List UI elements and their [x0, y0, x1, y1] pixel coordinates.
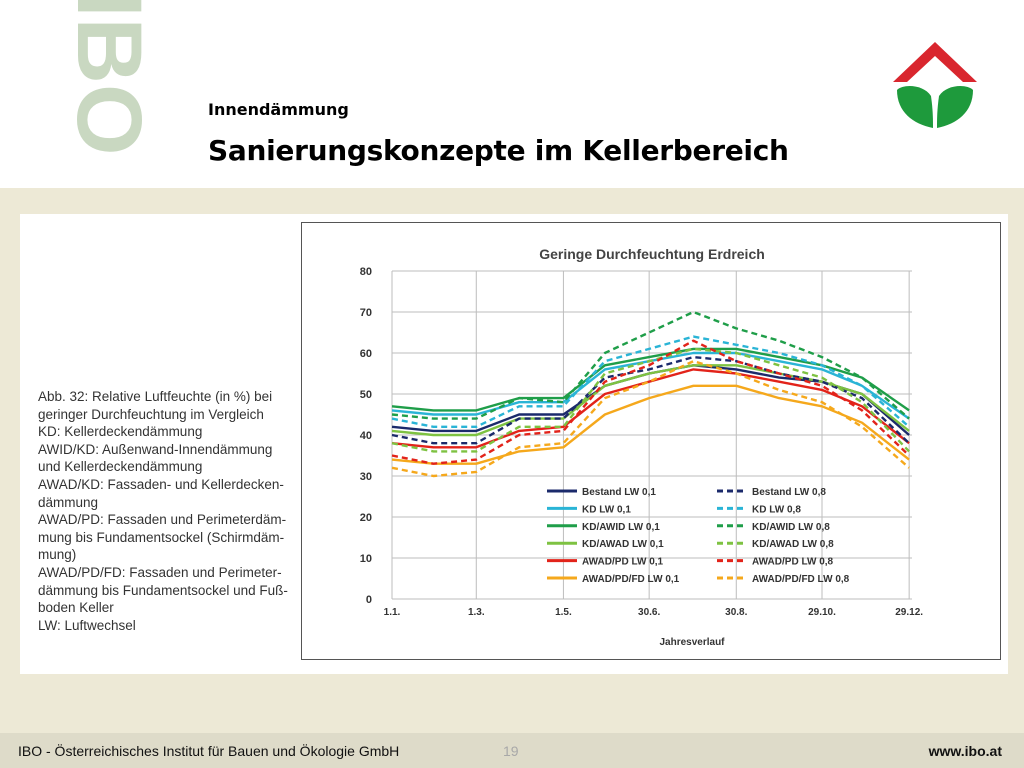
y-tick-label: 60: [360, 348, 372, 360]
caption-line: AWID/KD: Außenwand-Innendämmung: [38, 441, 273, 457]
series-line: [391, 368, 910, 449]
website-link[interactable]: www.ibo.at: [928, 743, 1002, 759]
x-tick-label: 1.3.: [468, 607, 485, 618]
legend-label: AWAD/PD LW 0,8: [752, 557, 834, 568]
y-tick-label: 30: [360, 471, 372, 483]
x-tick-label: 29.12.: [895, 607, 923, 618]
chart-title: Geringe Durchfeuchtung Erdreich: [539, 246, 765, 262]
x-tick-label: 1.1.: [384, 607, 401, 618]
series-line: [391, 347, 910, 453]
legend-label: Bestand LW 0,8: [752, 487, 826, 498]
page-number: 19: [503, 743, 519, 759]
series-line: [391, 335, 910, 429]
series-line: [391, 384, 910, 465]
x-tick-label: 1.5.: [555, 607, 572, 618]
legend-label: AWAD/PD LW 0,1: [582, 557, 664, 568]
caption-line: dämmung bis Fundamentsockel und Fuß-: [38, 582, 288, 598]
caption-line: und Kellerdeckendämmung: [38, 459, 203, 475]
legend-label: AWAD/PD/FD LW 0,1: [582, 574, 680, 585]
series-line: [391, 310, 910, 420]
watermark-text: IBO: [58, 0, 160, 156]
legend-label: KD LW 0,1: [582, 504, 631, 515]
legend-label: KD/AWID LW 0,1: [582, 522, 660, 533]
legend-label: KD LW 0,8: [752, 504, 801, 515]
y-tick-label: 40: [360, 430, 372, 442]
caption-line: AWAD/KD: Fassaden- und Kellerdecken-: [38, 476, 284, 492]
y-tick-label: 10: [360, 553, 372, 565]
legend-label: AWAD/PD/FD LW 0,8: [752, 574, 850, 585]
caption-line: AWAD/PD/FD: Fassaden und Perimeter-: [38, 564, 282, 580]
slide-header: IBO Innendämmung Sanierungskonzepte im K…: [0, 0, 1024, 188]
series-line: [391, 347, 910, 412]
legend-label: KD/AWID LW 0,8: [752, 522, 830, 533]
caption-line: mung bis Fundamentsockel (Schirmdäm-: [38, 529, 285, 545]
slide-footer: IBO - Österreichisches Institut für Baue…: [0, 733, 1024, 768]
caption-line: AWAD/PD: Fassaden und Perimeterdäm-: [38, 512, 287, 528]
logo-leaf-left-icon: [897, 86, 933, 128]
legend-label: KD/AWAD LW 0,1: [582, 539, 664, 550]
series-line: [391, 339, 910, 465]
x-axis-label: Jahresverlauf: [659, 637, 725, 648]
caption-line: dämmung: [38, 494, 99, 510]
legend-label: KD/AWAD LW 0,8: [752, 539, 834, 550]
y-tick-label: 50: [360, 389, 372, 401]
slide-subtitle: Innendämmung: [208, 100, 349, 119]
y-tick-label: 0: [366, 594, 372, 606]
slide-title: Sanierungskonzepte im Kellerbereich: [208, 134, 789, 167]
legend-label: Bestand LW 0,1: [582, 487, 656, 498]
humidity-chart: 0 10 20 30 40 50 60 70 80 1.1. 1.3. 1.5. 30.6. 30.8. 2…: [301, 222, 1001, 660]
series-line: [391, 355, 910, 445]
chart-svg: 0 10 20 30 40 50 60 70 80 1.1. 1.3. 1.5. 30.6. 30.8. 2…: [360, 246, 924, 648]
x-tick-label: 29.10.: [808, 607, 836, 618]
caption-line: geringer Durchfeuchtung im Vergleich: [38, 406, 264, 422]
caption-line: mung): [38, 547, 77, 563]
series-line: [391, 359, 910, 478]
caption-line: KD: Kellerdeckendämmung: [38, 424, 203, 440]
y-tick-label: 70: [360, 307, 372, 319]
x-tick-label: 30.8.: [725, 607, 747, 618]
ibo-watermark: IBO: [58, 0, 160, 156]
caption-line: LW: Luftwechsel: [38, 617, 136, 633]
caption-line: Abb. 32: Relative Luftfeuchte (in %) bei: [38, 389, 273, 404]
caption-line: boden Keller: [38, 600, 114, 616]
ibo-logo: [893, 42, 977, 128]
y-tick-label: 20: [360, 512, 372, 524]
institute-name: IBO - Österreichisches Institut für Baue…: [18, 743, 400, 759]
logo-roof-icon: [893, 42, 977, 82]
y-tick-label: 80: [360, 266, 372, 278]
figure-caption: Abb. 32: Relative Luftfeuchte (in %) bei…: [38, 388, 288, 634]
x-tick-label: 30.6.: [638, 607, 660, 618]
logo-leaf-right-icon: [937, 86, 973, 128]
series-line: [391, 364, 910, 437]
series-line: [391, 364, 910, 436]
